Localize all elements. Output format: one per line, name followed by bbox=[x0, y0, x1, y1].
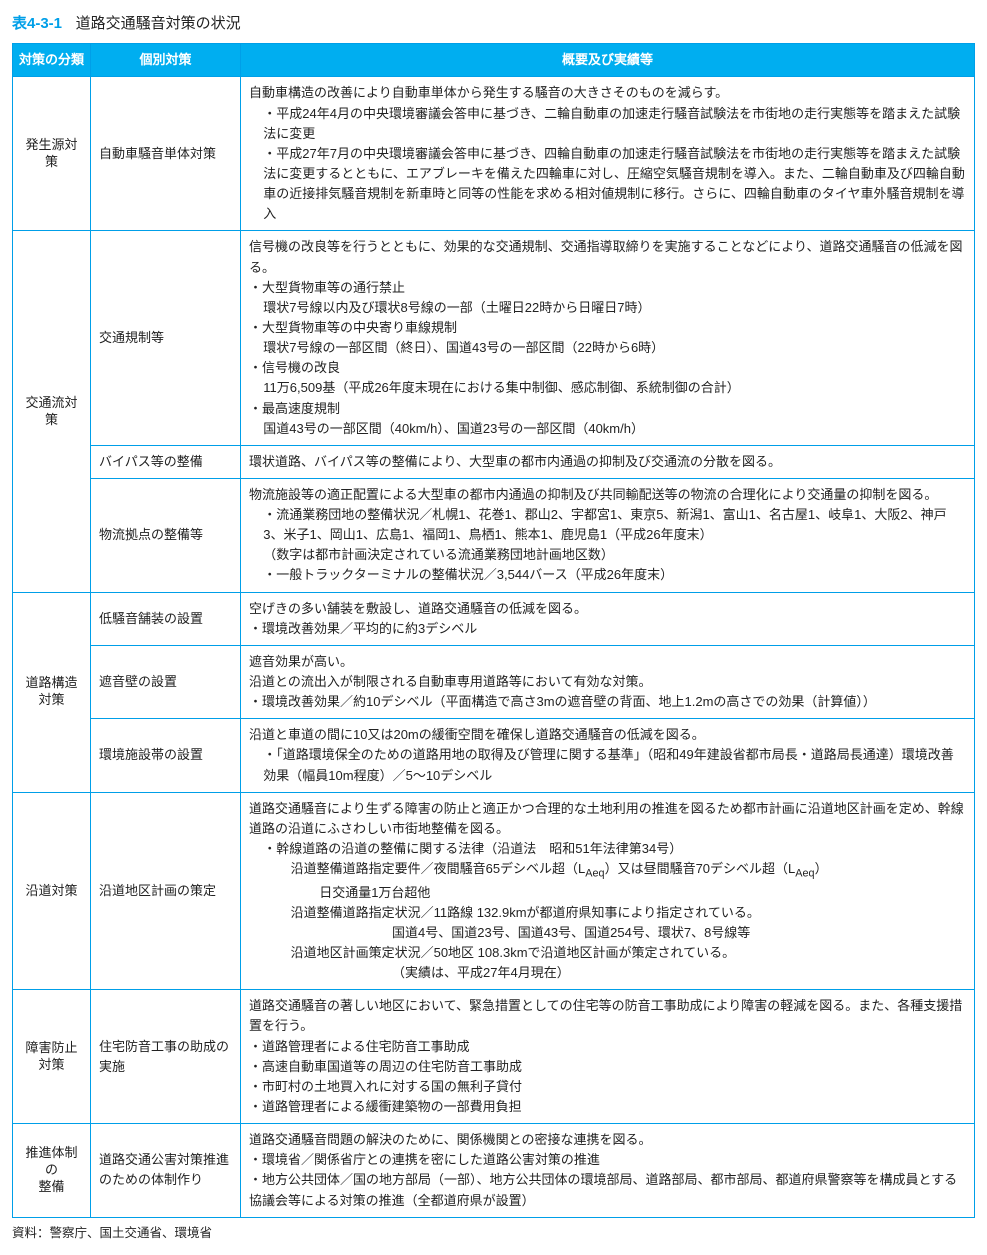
summary-cell: 道路交通騒音により生ずる障害の防止と適正かつ合理的な土地利用の推進を図るため都市… bbox=[241, 792, 975, 990]
category: 沿道対策 bbox=[13, 792, 91, 990]
individual-measure: 交通規制等 bbox=[91, 231, 241, 445]
summary-cell: 空げきの多い舗装を敷設し、道路交通騒音の低減を図る。 ・環境改善効果／平均的に約… bbox=[241, 592, 975, 645]
category: 障害防止 対策 bbox=[13, 990, 91, 1124]
header-category: 対策の分類 bbox=[13, 44, 91, 77]
summary-cell: 信号機の改良等を行うとともに、効果的な交通規制、交通指導取締りを実施することなど… bbox=[241, 231, 975, 445]
category: 道路構造 対策 bbox=[13, 592, 91, 792]
category: 交通流対策 bbox=[13, 231, 91, 592]
individual-measure: 環境施設帯の設置 bbox=[91, 719, 241, 792]
table-row: 推進体制の 整備 道路交通公害対策推進のための体制作り 道路交通騒音問題の解決の… bbox=[13, 1124, 975, 1218]
table-row: 物流拠点の整備等 物流施設等の適正配置による大型車の都市内通過の抑制及び共同輸配… bbox=[13, 478, 975, 592]
category: 発生源対策 bbox=[13, 77, 91, 231]
summary-cell: 道路交通騒音の著しい地区において、緊急措置としての住宅等の防音工事助成により障害… bbox=[241, 990, 975, 1124]
summary-cell: 物流施設等の適正配置による大型車の都市内通過の抑制及び共同輸配送等の物流の合理化… bbox=[241, 478, 975, 592]
category: 推進体制の 整備 bbox=[13, 1124, 91, 1218]
individual-measure: バイパス等の整備 bbox=[91, 445, 241, 478]
summary-cell: 沿道と車道の間に10又は20mの緩衝空間を確保し道路交通騒音の低減を図る。 ・「… bbox=[241, 719, 975, 792]
table-row: 発生源対策 自動車騒音単体対策 自動車構造の改善により自動車単体から発生する騒音… bbox=[13, 77, 975, 231]
table-title: 道路交通騒音対策の状況 bbox=[76, 15, 241, 32]
summary-cell: 自動車構造の改善により自動車単体から発生する騒音の大きさそのものを減らす。 ・平… bbox=[241, 77, 975, 231]
header-row: 対策の分類 個別対策 概要及び実績等 bbox=[13, 44, 975, 77]
road-noise-table: 対策の分類 個別対策 概要及び実績等 発生源対策 自動車騒音単体対策 自動車構造… bbox=[12, 43, 975, 1217]
table-row: 環境施設帯の設置 沿道と車道の間に10又は20mの緩衝空間を確保し道路交通騒音の… bbox=[13, 719, 975, 792]
table-row: 交通流対策 交通規制等 信号機の改良等を行うとともに、効果的な交通規制、交通指導… bbox=[13, 231, 975, 445]
individual-measure: 自動車騒音単体対策 bbox=[91, 77, 241, 231]
summary-cell: 遮音効果が高い。 沿道との流出入が制限される自動車専用道路等において有効な対策。… bbox=[241, 645, 975, 718]
individual-measure: 低騒音舗装の設置 bbox=[91, 592, 241, 645]
individual-measure: 住宅防音工事の助成の実施 bbox=[91, 990, 241, 1124]
table-row: 道路構造 対策 低騒音舗装の設置 空げきの多い舗装を敷設し、道路交通騒音の低減を… bbox=[13, 592, 975, 645]
table-number: 表4-3-1 bbox=[12, 15, 62, 32]
table-row: 沿道対策 沿道地区計画の策定 道路交通騒音により生ずる障害の防止と適正かつ合理的… bbox=[13, 792, 975, 990]
header-measure: 個別対策 bbox=[91, 44, 241, 77]
summary-cell: 環状道路、バイパス等の整備により、大型車の都市内通過の抑制及び交通流の分散を図る… bbox=[241, 445, 975, 478]
table-row: バイパス等の整備 環状道路、バイパス等の整備により、大型車の都市内通過の抑制及び… bbox=[13, 445, 975, 478]
table-row: 遮音壁の設置 遮音効果が高い。 沿道との流出入が制限される自動車専用道路等におい… bbox=[13, 645, 975, 718]
table-row: 障害防止 対策 住宅防音工事の助成の実施 道路交通騒音の著しい地区において、緊急… bbox=[13, 990, 975, 1124]
source-line: 資料：警察庁、国土交通省、環境省 bbox=[12, 1224, 975, 1243]
individual-measure: 遮音壁の設置 bbox=[91, 645, 241, 718]
individual-measure: 道路交通公害対策推進のための体制作り bbox=[91, 1124, 241, 1218]
summary-cell: 道路交通騒音問題の解決のために、関係機関との密接な連携を図る。 ・環境省／関係省… bbox=[241, 1124, 975, 1218]
table-caption: 表4-3-1 道路交通騒音対策の状況 bbox=[12, 12, 975, 35]
header-summary: 概要及び実績等 bbox=[241, 44, 975, 77]
individual-measure: 物流拠点の整備等 bbox=[91, 478, 241, 592]
individual-measure: 沿道地区計画の策定 bbox=[91, 792, 241, 990]
